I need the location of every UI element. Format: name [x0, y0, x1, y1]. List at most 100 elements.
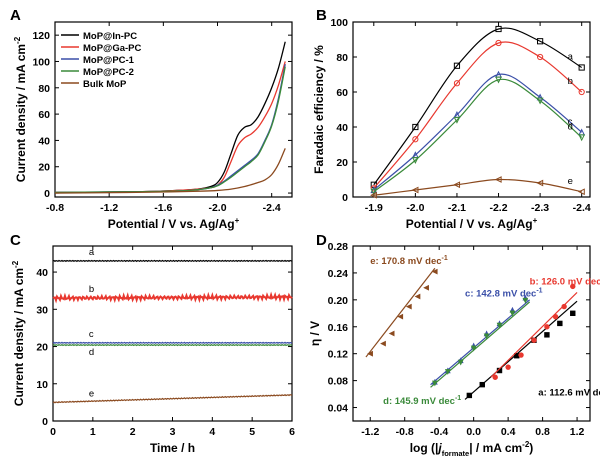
y-tick-label: 80 — [336, 52, 348, 64]
slope-label-sup: -1 — [536, 287, 542, 294]
series-b: b — [370, 39, 585, 192]
panel-letter: A — [10, 7, 21, 24]
data-point — [453, 80, 461, 87]
series-d: d — [370, 76, 586, 196]
x-tick-label: -1.2 — [361, 426, 379, 438]
data-point — [457, 359, 464, 366]
y-tick-label: 40 — [36, 267, 48, 279]
x-tick-label: 3 — [170, 426, 176, 438]
series-e: e — [52, 388, 293, 404]
legend-entry: Bulk MoP — [83, 79, 127, 90]
data-point — [544, 332, 550, 338]
series-a — [464, 300, 578, 400]
data-point — [367, 350, 373, 357]
plot-frame — [352, 21, 591, 198]
x-tick-label: -2.2 — [489, 202, 507, 214]
data-point — [388, 330, 395, 337]
series-label: d — [89, 347, 94, 358]
data-point — [496, 322, 503, 329]
x-axis: -0.8 -1.2 -1.6 -2.0 -2.4 — [46, 22, 281, 214]
data-point — [578, 88, 585, 96]
y-tick-label: 30 — [36, 304, 48, 316]
y-axis-label-text: η / V — [308, 321, 322, 346]
data-point — [380, 340, 386, 347]
x-axis-label-sup: -2 — [522, 440, 530, 449]
data-point — [405, 303, 412, 310]
data-point — [570, 283, 576, 290]
legend-entry: MoP@PC-1 — [83, 55, 135, 66]
series-label: a — [568, 52, 574, 63]
y-axis-label-text: Faradaic efficiency / % — [312, 45, 326, 174]
data-point — [509, 310, 516, 317]
panel-letter: C — [10, 232, 21, 249]
legend-entry: MoP@PC-2 — [83, 67, 134, 78]
y-tick-label: 20 — [336, 157, 348, 169]
series-c: c — [370, 70, 586, 194]
x-tick-label: -2.0 — [406, 202, 424, 214]
x-tick-label: -0.8 — [46, 202, 64, 214]
legend-entry: MoP@In-PC — [83, 31, 137, 42]
x-axis-label: Time / h — [150, 441, 195, 455]
series-line — [373, 178, 582, 196]
data-point — [466, 392, 473, 399]
panel-b: B -1.9 -2.0 -2.1 -2.2 -2.3 -2.4 0 20 40 60 80 100 Pot… — [312, 7, 591, 231]
x-tick-label: 2 — [130, 426, 136, 438]
x-tick-label: 4 — [209, 426, 215, 438]
data-point — [495, 39, 502, 47]
x-axis-label-sub: formate — [442, 449, 470, 458]
data-point — [431, 268, 438, 275]
data-point — [412, 123, 419, 131]
y-axis-label-sup: -2 — [13, 36, 22, 44]
x-axis-label-prefix: log (| — [410, 441, 439, 455]
series-label: d — [568, 122, 573, 133]
series-line — [52, 341, 293, 345]
y-tick-label: 0 — [42, 416, 48, 428]
series-b: b — [52, 284, 293, 304]
series-mop-pc-2 — [54, 66, 286, 194]
x-tick-label: 0 — [50, 426, 56, 438]
data-point — [414, 293, 421, 300]
series-mop-ga-pc — [54, 61, 286, 194]
data-point — [531, 337, 537, 343]
x-axis-label-sup: + — [235, 216, 240, 225]
data-point — [577, 188, 585, 196]
series-d — [430, 297, 531, 388]
x-tick-label: -2.1 — [448, 202, 466, 214]
plot-frame — [352, 245, 591, 422]
series-line — [52, 291, 293, 304]
y-tick-label: 0.20 — [328, 295, 349, 307]
slope-label-sup: -1 — [455, 395, 461, 402]
y-axis-label: Current density / mA cm-2 — [11, 260, 26, 406]
data-point — [552, 313, 559, 320]
data-point — [453, 116, 461, 124]
slope-label-text: e: 170.8 mV dec — [370, 256, 441, 267]
y-tick-label: 10 — [36, 379, 48, 391]
x-axis-label-j: j — [436, 441, 442, 455]
x-tick-label: -0.4 — [430, 426, 448, 438]
panel-d: D -1.2 -0.8 -0.4 0.0 0.4 0.8 1.2 0.04 0.08 0.12 0.1… — [308, 232, 600, 458]
y-axis-label-text: Current density / mA cm — [12, 268, 26, 406]
y-tick-label: 0.08 — [328, 376, 349, 388]
y-tick-label: 40 — [38, 135, 50, 147]
series-label: b — [568, 76, 573, 87]
data-point — [444, 369, 451, 375]
data-point — [431, 380, 438, 387]
y-tick-label: 100 — [32, 56, 50, 68]
x-axis: -1.9 -2.0 -2.1 -2.2 -2.3 -2.4 — [365, 22, 591, 214]
data-point — [537, 53, 544, 61]
x-axis-label: log (|jformate| / mA cm-2) — [410, 440, 534, 458]
x-axis-label: Potential / V vs. Ag/Ag+ — [108, 216, 240, 231]
series-bulk-mop — [54, 148, 286, 194]
slope-label-text: c: 142.8 mV dec — [465, 288, 536, 299]
y-tick-label: 0.04 — [328, 403, 349, 415]
x-axis-label-text: Potential / V vs. Ag/Ag — [406, 217, 533, 231]
x-tick-label: -2.4 — [573, 202, 591, 214]
series-c: c — [52, 329, 293, 345]
x-axis-label-sup: + — [533, 216, 538, 225]
series-label: a — [89, 247, 95, 258]
y-tick-label: 20 — [38, 162, 50, 174]
x-tick-label: 6 — [289, 426, 295, 438]
series-e: e — [370, 176, 585, 199]
data-point — [492, 374, 498, 380]
